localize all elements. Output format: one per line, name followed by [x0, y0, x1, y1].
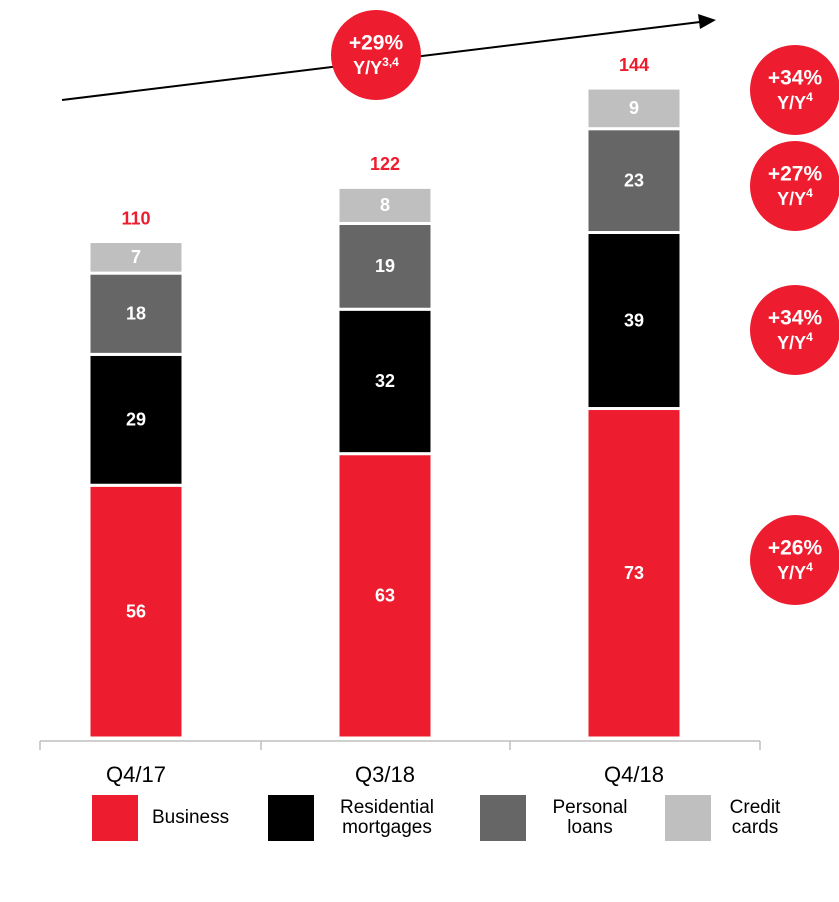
- total-label: 110: [121, 208, 150, 228]
- bar-segment: [585, 231, 683, 411]
- legend-swatch: [665, 795, 711, 841]
- growth-text-sup: 4: [806, 560, 813, 574]
- growth-text-sup: 4: [806, 90, 813, 104]
- legend-swatch: [92, 795, 138, 841]
- bar-segment: [87, 352, 185, 487]
- growth-pct: +29%: [349, 32, 404, 55]
- data-label: 19: [375, 256, 395, 276]
- chart: 56 29 18 7 110 Q4/17 63 32 19 8 122 Q3/18 73 39 23 9 144…: [39, 10, 839, 787]
- data-label: 32: [375, 371, 395, 391]
- legend-label: Residential mortgages: [340, 797, 434, 838]
- data-label: 23: [624, 170, 644, 190]
- growth-text-sup: 3,4: [382, 55, 399, 69]
- growth-text-main: Y/Y: [777, 189, 806, 209]
- growth-badge: [750, 141, 839, 231]
- bar-segment: [87, 240, 185, 275]
- data-label: 63: [375, 586, 395, 606]
- growth-text: Y/Y4: [777, 186, 813, 209]
- data-label: 39: [624, 310, 644, 330]
- growth-text-main: Y/Y: [777, 563, 806, 583]
- legend-label: Credit cards: [729, 797, 781, 838]
- data-label: 8: [380, 195, 390, 215]
- growth-text-main: Y/Y: [777, 93, 806, 113]
- growth-text: Y/Y4: [777, 560, 813, 583]
- legend-swatch: [480, 795, 526, 841]
- growth-badge: [750, 285, 839, 375]
- x-tick-label: Q3/18: [355, 762, 415, 787]
- growth-text: Y/Y3,4: [353, 55, 399, 78]
- growth-text-sup: 4: [806, 186, 813, 200]
- legend-label: Business: [152, 807, 230, 828]
- data-label: 29: [126, 410, 146, 430]
- growth-badge: [750, 515, 839, 605]
- bar-segment: [336, 185, 434, 225]
- data-label: 73: [624, 563, 644, 583]
- legend-item: Business: [92, 795, 230, 841]
- growth-text: Y/Y4: [777, 90, 813, 113]
- growth-text-main: Y/Y: [353, 58, 382, 78]
- data-label: 56: [126, 601, 146, 621]
- growth-pct: +27%: [768, 163, 823, 186]
- x-tick-label: Q4/18: [604, 762, 664, 787]
- growth-badge: [331, 10, 421, 100]
- growth-text: Y/Y4: [777, 330, 813, 353]
- x-tick-label: Q4/17: [106, 762, 166, 787]
- legend-item: Credit cards: [665, 795, 785, 841]
- growth-text-sup: 4: [806, 330, 813, 344]
- total-label: 122: [370, 154, 400, 174]
- growth-text-main: Y/Y: [777, 333, 806, 353]
- growth-pct: +26%: [768, 537, 823, 560]
- trend-arrowhead: [698, 14, 716, 29]
- bar-segment: [585, 407, 683, 740]
- legend: Business Residential mortgages Personal lo…: [0, 795, 839, 855]
- legend-item: Residential mortgages: [268, 795, 446, 841]
- legend-item: Personal loans: [480, 795, 640, 841]
- bar-segment: [585, 86, 683, 131]
- bar-segment: [87, 483, 185, 740]
- data-label: 18: [126, 303, 146, 323]
- growth-badge: [750, 45, 839, 135]
- growth-pct: +34%: [768, 67, 823, 90]
- legend-swatch: [268, 795, 314, 841]
- data-label: 9: [629, 98, 639, 118]
- growth-pct: +34%: [768, 307, 823, 330]
- legend-label: Personal loans: [552, 797, 628, 838]
- data-label: 7: [131, 247, 141, 267]
- total-label: 144: [619, 55, 649, 75]
